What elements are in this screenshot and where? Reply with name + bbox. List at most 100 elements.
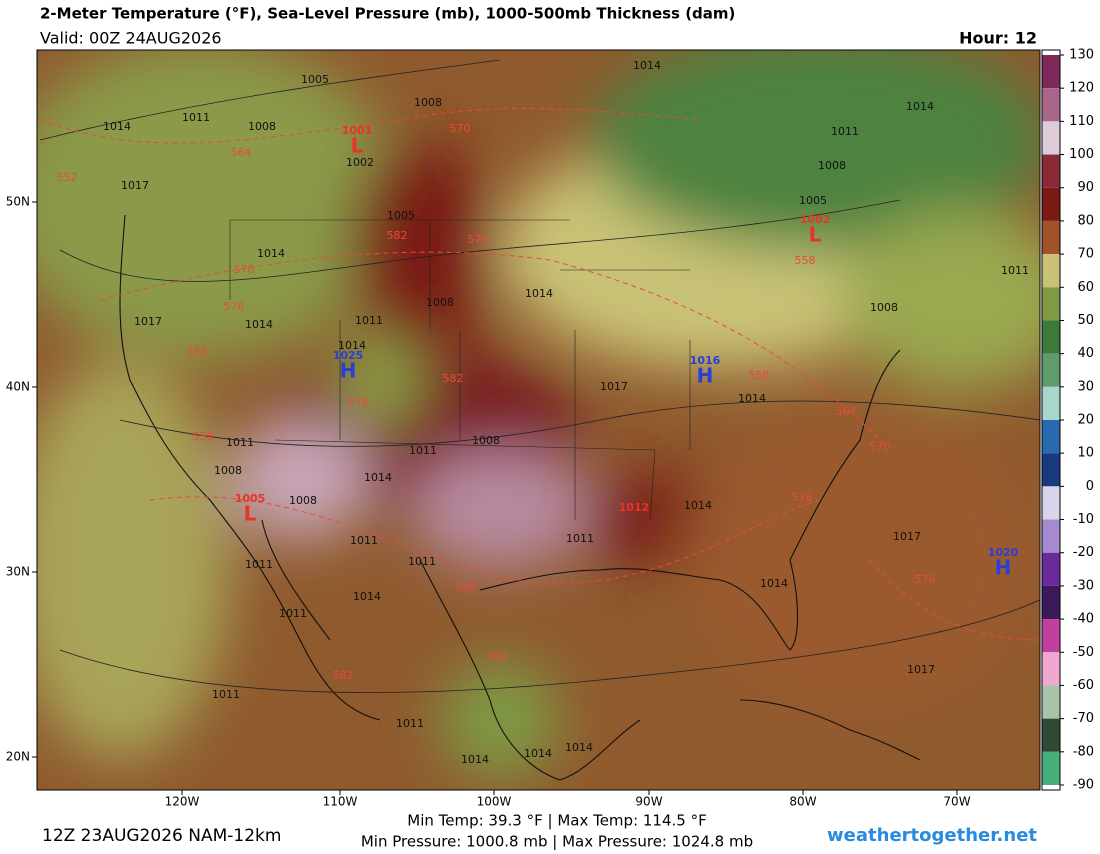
isobar-label: 1008 (414, 96, 442, 109)
color-band (1042, 220, 1060, 255)
colorbar-tick-label: 90 (1077, 180, 1094, 195)
isobar-label: 1008 (214, 464, 242, 477)
temperature-range: Min Temp: 39.3 °F | Max Temp: 114.5 °F (407, 812, 706, 830)
colorbar-tick-label: -40 (1073, 612, 1094, 627)
isobar-label: 1011 (350, 534, 378, 547)
colorbar-tick-label: -30 (1073, 578, 1094, 593)
colorbar-tick-label: -10 (1073, 512, 1094, 527)
model-run: 12Z 23AUG2026 NAM-12km (42, 826, 281, 846)
isobar-label: 1017 (134, 315, 162, 328)
isobar-label: 1017 (121, 179, 149, 192)
pressure-center-value: 1012 (619, 501, 650, 514)
color-band (1042, 88, 1060, 122)
isobar-label: 1008 (289, 494, 317, 507)
color-band (1042, 320, 1060, 354)
color-band (1042, 353, 1060, 387)
valid-time: Valid: 00Z 24AUG2026 (40, 29, 222, 48)
isobar-label: 1011 (396, 717, 424, 730)
color-band (1042, 585, 1060, 620)
map-axes: 50N 40N 30N 20N 120W 110W 100W 90W 80W 70W (6, 195, 971, 809)
colorbar-tick-label: 60 (1077, 280, 1094, 295)
pressure-center-value: 1020 (988, 546, 1019, 559)
color-band (1042, 685, 1060, 719)
thickness-lines (39, 107, 1040, 641)
isobar-label: 1014 (353, 590, 381, 603)
isobar-label: 1011 (355, 314, 383, 327)
pressure-range: Min Pressure: 1000.8 mb | Max Pressure: … (361, 833, 753, 851)
isobar-label: 1014 (257, 247, 285, 260)
colorbar-tick-label: -90 (1073, 778, 1094, 793)
isobar-label: 1014 (906, 100, 934, 113)
colorbar-tick-label: 40 (1077, 346, 1094, 361)
pressure-center-letter: H (697, 364, 714, 388)
colorbar-tick-label: 10 (1077, 446, 1094, 461)
isobar-label: 1014 (525, 287, 553, 300)
thickness-label: 558 (795, 254, 816, 267)
color-band (1042, 55, 1060, 89)
colorbar-tick-label: 50 (1077, 313, 1094, 328)
color-band (1042, 187, 1060, 221)
pressure-center-value: 1002 (800, 213, 831, 226)
isobar-label: 1011 (566, 532, 594, 545)
isobar-label: 1014 (524, 747, 552, 760)
thickness-label: 558 (749, 369, 770, 382)
lat-label: 40N (6, 380, 30, 394)
isobar-label: 1011 (182, 111, 210, 124)
isobar-label: 1011 (831, 125, 859, 138)
colorbar-tick-label: -60 (1073, 678, 1094, 693)
thickness-label: 564 (487, 650, 508, 663)
isobar-label: 1005 (301, 73, 329, 86)
thickness-label: 570 (234, 263, 255, 276)
isobar-label: 1002 (346, 156, 374, 169)
thickness-label: 576 (915, 573, 936, 586)
isobar-label: 1014 (245, 318, 273, 331)
isobar-label: 1005 (799, 194, 827, 207)
isobar-label: 1014 (738, 392, 766, 405)
colorbar-tick-label: -70 (1073, 711, 1094, 726)
thickness-label: 570 (870, 440, 891, 453)
thickness-label: 564 (836, 405, 857, 418)
color-band (1042, 619, 1060, 653)
temperature-field (37, 50, 1040, 780)
thickness-label: 576 (792, 491, 813, 504)
thickness-label: 576 (348, 396, 369, 409)
pressure-center-letter: H (340, 359, 357, 383)
thickness-label: 582 (187, 345, 208, 358)
isobar-label: 1011 (408, 555, 436, 568)
thickness-label: 576 (224, 300, 245, 313)
color-band (1042, 154, 1060, 188)
color-band (1042, 386, 1060, 420)
color-band (1042, 552, 1060, 586)
thickness-label: 558 (193, 430, 214, 443)
thickness-label: 564 (231, 146, 252, 159)
pressure-center-letter: L (244, 502, 257, 526)
colorbar-tick-label: 120 (1069, 81, 1094, 96)
color-band (1042, 652, 1060, 686)
isobars (39, 59, 1040, 693)
pressure-center-value: 1016 (690, 354, 721, 367)
colorbar-tick-label: 100 (1069, 147, 1094, 162)
isobar-label: 1011 (212, 688, 240, 701)
isobar-label: 1008 (870, 301, 898, 314)
pressure-center-value: 1001 (342, 124, 373, 137)
thickness-label: 582 (333, 669, 354, 682)
pressure-center-letter: L (351, 134, 364, 158)
isobar-label: 1011 (409, 444, 437, 457)
thickness-label: 582 (443, 372, 464, 385)
isobar-label: 1017 (907, 663, 935, 676)
colorbar-tick-label: -20 (1073, 545, 1094, 560)
isobar-label: 1011 (226, 436, 254, 449)
forecast-hour: Hour: 12 (959, 29, 1037, 48)
isobar-label: 1014 (103, 120, 131, 133)
colorbar: 1301201101009080706050403020100-10-20-30… (1041, 48, 1094, 793)
lon-label: 80W (789, 795, 816, 809)
color-band (1042, 254, 1060, 288)
thickness-label: 576 (468, 233, 489, 246)
thickness-label: 588 (456, 581, 477, 594)
color-band (1042, 453, 1060, 487)
lon-label: 90W (635, 795, 662, 809)
isobar-label: 1008 (426, 296, 454, 309)
